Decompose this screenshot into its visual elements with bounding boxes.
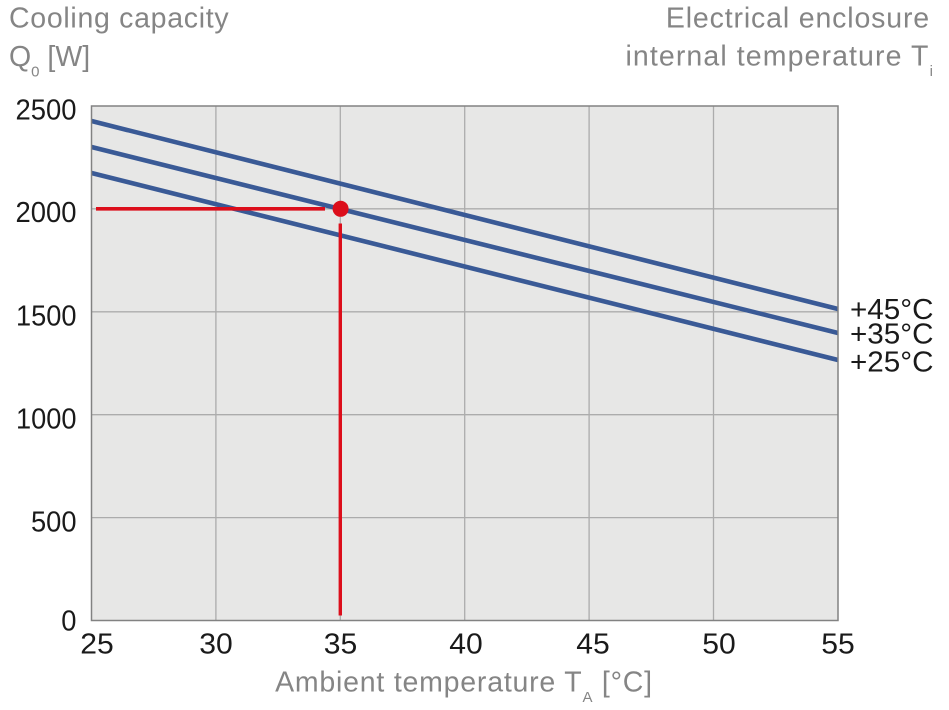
svg-text:+45°C: +45°C [850, 294, 934, 326]
svg-text:1500: 1500 [16, 301, 77, 333]
svg-text:internal temperature Ti: internal temperature Ti [625, 41, 934, 81]
svg-text:Electrical enclosure: Electrical enclosure [666, 3, 930, 35]
svg-text:25: 25 [80, 629, 114, 661]
svg-text:35: 35 [324, 629, 358, 661]
svg-text:30: 30 [199, 629, 233, 661]
svg-text:2500: 2500 [16, 95, 77, 127]
svg-text:+25°C: +25°C [850, 347, 934, 379]
svg-text:1000: 1000 [16, 404, 77, 436]
svg-text:40: 40 [449, 629, 483, 661]
svg-text:2000: 2000 [16, 197, 77, 229]
svg-text:Ambient temperature TA [°C]: Ambient temperature TA [°C] [275, 667, 653, 707]
svg-text:+35°C: +35°C [850, 319, 934, 351]
svg-text:Q0 [W]: Q0 [W] [9, 41, 90, 81]
svg-text:Cooling capacity: Cooling capacity [9, 3, 229, 35]
svg-text:50: 50 [702, 629, 736, 661]
svg-text:55: 55 [821, 629, 855, 661]
svg-text:0: 0 [61, 606, 76, 638]
svg-text:45: 45 [576, 629, 610, 661]
svg-text:500: 500 [31, 507, 77, 539]
